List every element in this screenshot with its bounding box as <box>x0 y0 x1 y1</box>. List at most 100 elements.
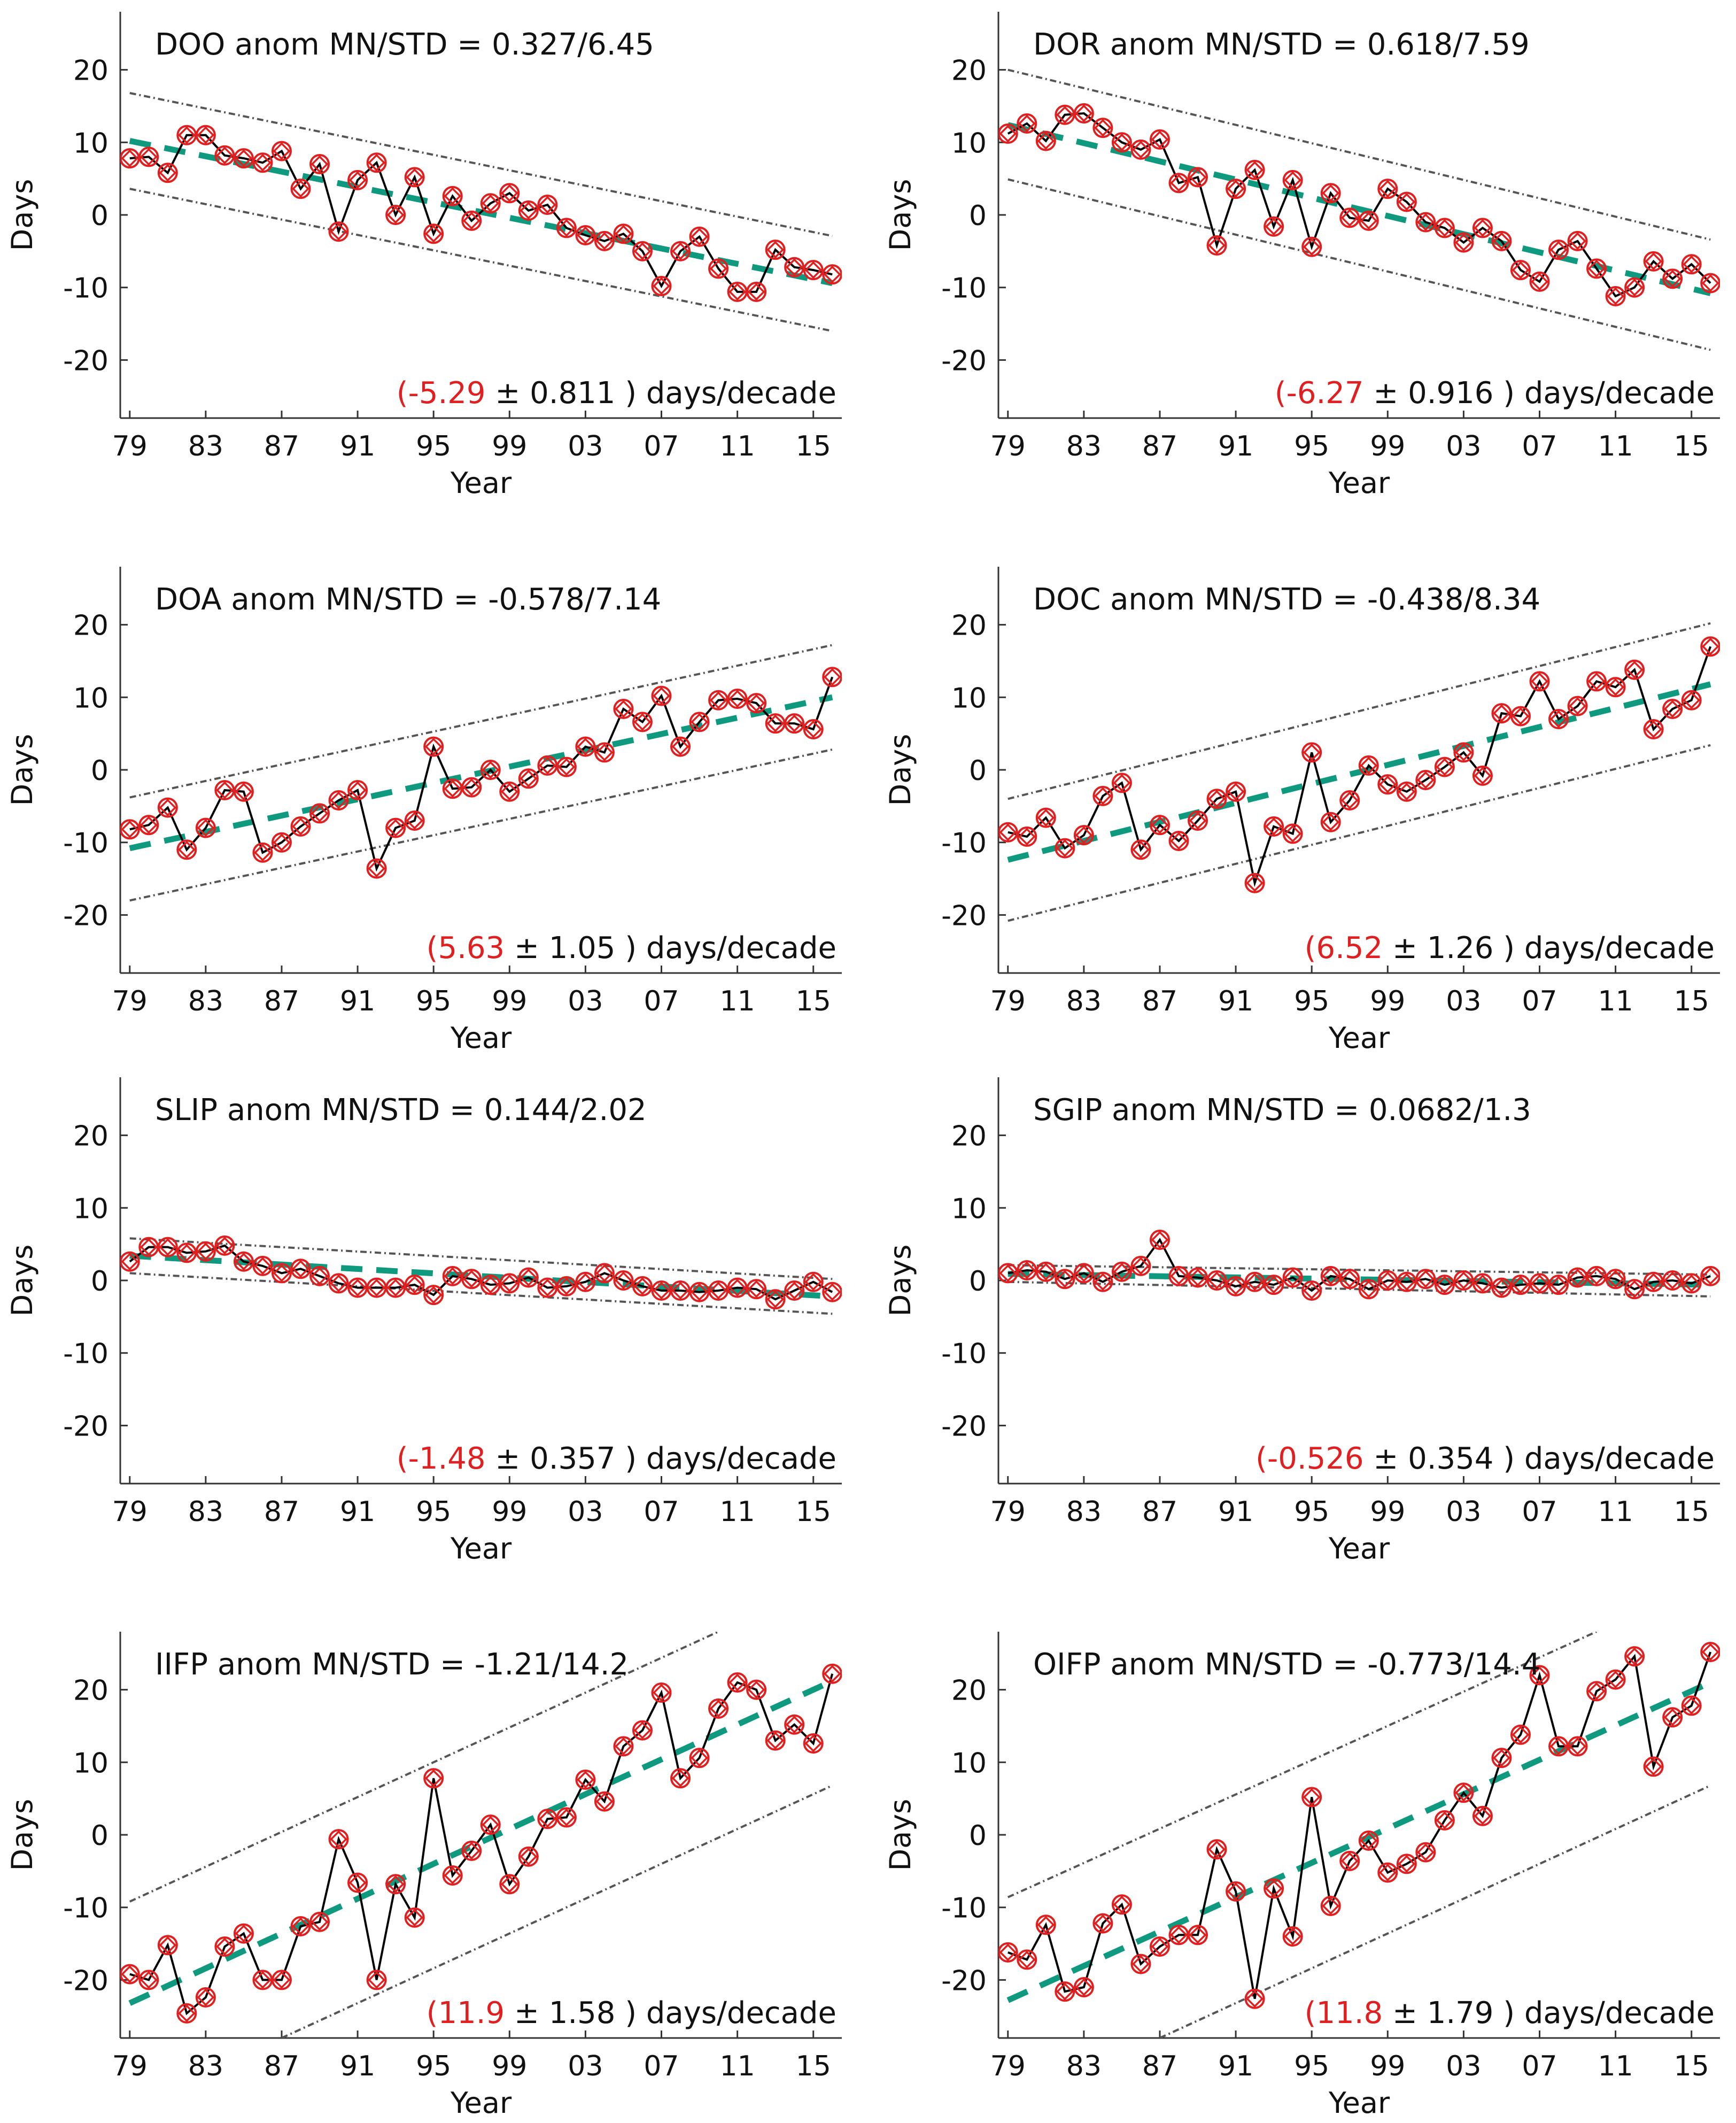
chart-7-point <box>708 1698 729 1719</box>
chart-8-point <box>1301 1787 1322 1808</box>
chart-7-xtick-label: 79 <box>112 2050 148 2082</box>
chart-8-xtick-label: 07 <box>1522 2050 1557 2082</box>
chart-4-point <box>1586 671 1607 692</box>
chart-5-point-diamond <box>595 1264 614 1282</box>
chart-1-xtick-label: 91 <box>340 430 375 462</box>
chart-3-point-circle <box>613 699 634 719</box>
chart-4-point <box>1415 770 1436 790</box>
chart-1-point-circle <box>803 260 824 281</box>
chart-3-point-circle <box>822 667 842 688</box>
chart-4-point-circle <box>1605 677 1626 698</box>
chart-1-point-circle <box>138 146 159 167</box>
chart-2-point-diamond <box>1398 193 1416 211</box>
chart-6-point-circle <box>1339 1269 1360 1290</box>
chart-3-point-diamond <box>482 761 500 779</box>
chart-3-point-circle <box>784 713 805 734</box>
chart-2-point <box>1188 167 1208 188</box>
chart-2-point-diamond <box>1094 119 1112 137</box>
chart-1-point-diamond <box>576 226 594 244</box>
chart-3-point-circle <box>556 756 577 777</box>
chart-6-point <box>1092 1271 1113 1292</box>
chart-8-point-diamond <box>1189 1926 1207 1944</box>
chart-8-point <box>998 1942 1018 1963</box>
chart-8-point-diamond <box>1492 1749 1510 1767</box>
chart-7-point-diamond <box>671 1769 689 1787</box>
chart-2-point <box>1017 113 1037 134</box>
chart-4-point-diamond <box>1416 771 1435 789</box>
chart-4-point <box>1301 742 1322 763</box>
chart-7-title: IIFP anom MN/STD = -1.21/14.2 <box>155 1647 629 1682</box>
chart-6-point-diamond <box>1189 1269 1207 1287</box>
chart-5-point <box>822 1281 842 1302</box>
chart-1-point-circle <box>271 141 292 161</box>
chart-2-point-circle <box>1491 230 1512 251</box>
chart-2-point-circle <box>1168 173 1189 194</box>
chart-7-point-circle <box>822 1663 842 1684</box>
chart-5-point <box>613 1270 634 1291</box>
chart-2-point <box>1320 183 1341 204</box>
chart-7-point-circle <box>195 1987 216 2008</box>
chart-7-point-diamond <box>273 1971 291 1989</box>
chart-2-point <box>1586 258 1607 279</box>
chart-2-ylabel: Days <box>883 179 917 251</box>
chart-1-ytick-label: -10 <box>63 273 108 305</box>
chart-1-plot-area <box>120 92 842 333</box>
chart-3-point-circle <box>651 685 672 706</box>
chart-3-point-circle <box>233 781 254 802</box>
chart-1-point-diamond <box>159 164 177 182</box>
chart-7-point-diamond <box>444 1866 462 1885</box>
chart-6-point-diamond <box>1340 1270 1359 1288</box>
chart-2-point-circle <box>1339 207 1360 228</box>
chart-2-point-circle <box>1377 179 1398 199</box>
chart-7-point-diamond <box>253 1971 272 1989</box>
chart-2-point-circle <box>1548 240 1569 260</box>
chart-5-point <box>746 1279 767 1300</box>
chart-8-point <box>1377 1862 1398 1883</box>
chart-3-point <box>347 780 368 800</box>
chart-7-point-diamond <box>235 1925 253 1943</box>
chart-4-point-circle <box>1073 825 1094 846</box>
chart-4-point <box>1605 677 1626 698</box>
chart-2-point-diamond <box>1056 106 1074 124</box>
chart-2-point <box>1529 271 1550 292</box>
chart-3-point <box>575 736 596 757</box>
chart-1-ytick-label: 20 <box>73 55 108 87</box>
chart-1-point-circle <box>214 145 235 166</box>
chart-7-point-diamond <box>311 1913 329 1931</box>
chart-1-point-circle <box>670 241 691 261</box>
chart-5-point <box>594 1263 615 1284</box>
chart-5-point-circle <box>404 1275 425 1295</box>
chart-6-point-diamond <box>1492 1279 1510 1297</box>
chart-8-point <box>1206 1839 1227 1860</box>
chart-8: -20 -10 0 10 20 79 83 87 91 95 99 03 07 11 15 Year Days O… <box>883 1632 1720 2120</box>
chart-3-bound-upper <box>129 644 833 799</box>
chart-6-point-circle <box>1472 1273 1493 1294</box>
chart-4-point-diamond <box>999 823 1017 842</box>
chart-4-point-diamond <box>1587 672 1606 690</box>
chart-6-point-circle <box>998 1263 1018 1284</box>
chart-3-point-diamond <box>177 840 196 859</box>
chart-7-xtick-label: 11 <box>720 2050 755 2082</box>
chart-1-point <box>328 221 349 242</box>
chart-2-point-circle <box>1586 258 1607 279</box>
chart-2-point-diamond <box>1663 269 1681 288</box>
chart-2-xtick-label: 15 <box>1674 430 1709 462</box>
chart-6-point-diamond <box>1303 1281 1321 1300</box>
chart-2-xtick-label: 83 <box>1066 430 1102 462</box>
chart-1-point <box>385 205 406 225</box>
chart-8-ylabel: Days <box>883 1799 917 1871</box>
chart-6-point-diamond <box>1170 1267 1188 1285</box>
chart-8-point <box>1264 1878 1284 1899</box>
chart-2-bound-lower <box>1007 178 1711 351</box>
chart-1-point-circle <box>594 230 615 251</box>
chart-5-point-diamond <box>121 1253 139 1271</box>
chart-1-point-circle <box>309 154 330 174</box>
chart-6-point-diamond <box>1208 1271 1226 1290</box>
chart-3-point <box>385 817 406 838</box>
chart-3-bound-lower <box>129 748 833 902</box>
chart-2-point <box>1491 230 1512 251</box>
chart-4-point-circle <box>1168 831 1189 851</box>
chart-6-series-line <box>1007 1238 1711 1292</box>
chart-7-slope-annotation: (11.9 ± 1.58 ) days/decade <box>427 1996 836 2031</box>
